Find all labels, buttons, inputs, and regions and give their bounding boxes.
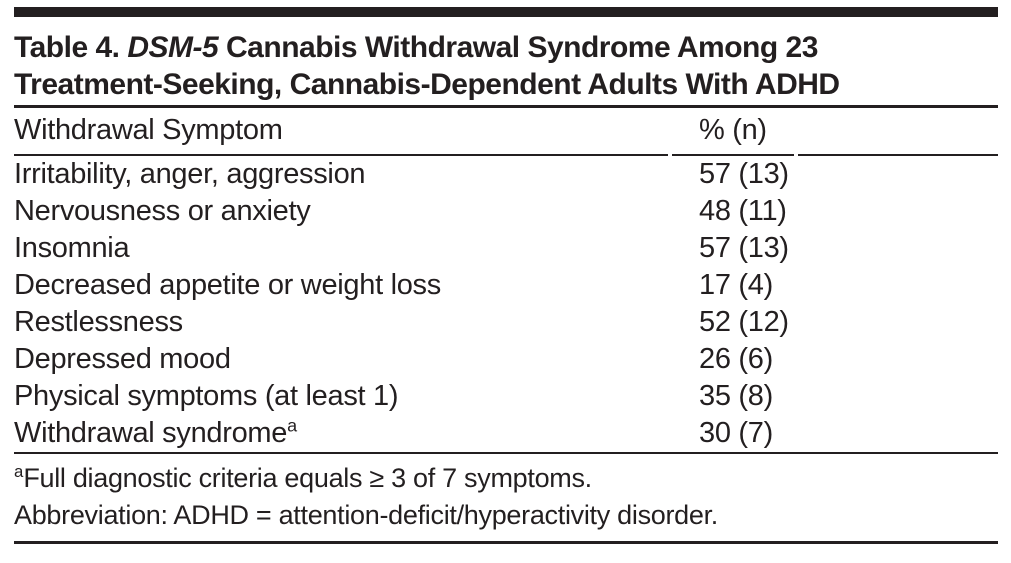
value-cell: 52 (12) xyxy=(699,306,789,338)
table-title-italic-segment: DSM-5 xyxy=(127,31,219,64)
table-row: Decreased appetite or weight loss 17 (4) xyxy=(14,267,998,304)
value-cell: 30 (7) xyxy=(699,417,773,449)
symptom-cell: Decreased appetite or weight loss xyxy=(14,269,441,301)
spacer-cell xyxy=(798,415,998,452)
spacer-cell xyxy=(798,304,998,341)
table-title: Table 4. DSM-5 Cannabis Withdrawal Syndr… xyxy=(14,29,998,103)
value-cell: 57 (13) xyxy=(699,232,789,264)
column-header-spacer xyxy=(798,108,998,156)
footnote-diagnostic-criteria: aFull diagnostic criteria equals ≥ 3 of … xyxy=(14,462,592,493)
footnote-abbreviation: Abbreviation: ADHD = attention-deficit/h… xyxy=(14,500,719,530)
rule-bottom xyxy=(14,541,998,544)
footnote-marker: a xyxy=(287,415,298,436)
table-row: Withdrawal syndromea 30 (7) xyxy=(14,415,998,452)
table-row: Irritability, anger, aggression 57 (13) xyxy=(14,156,998,193)
table-row: Nervousness or anxiety 48 (11) xyxy=(14,193,998,230)
table-title-line2: Treatment-Seeking, Cannabis-Dependent Ad… xyxy=(14,68,840,101)
symptom-cell: Withdrawal syndromea xyxy=(14,415,298,449)
symptom-cell: Physical symptoms (at least 1) xyxy=(14,380,399,412)
symptom-cell: Insomnia xyxy=(14,232,130,264)
symptom-cell: Restlessness xyxy=(14,306,183,338)
value-cell: 57 (13) xyxy=(699,158,789,190)
column-header-value: % (n) xyxy=(672,108,794,156)
table-row: Restlessness 52 (12) xyxy=(14,304,998,341)
table-row: Depressed mood 26 (6) xyxy=(14,341,998,378)
title-top-bar xyxy=(14,7,998,17)
header-row: Withdrawal Symptom % (n) xyxy=(14,108,998,156)
rule-below-table-body xyxy=(14,452,998,454)
spacer-cell xyxy=(798,341,998,378)
value-cell: 48 (11) xyxy=(699,195,787,227)
table-row: Insomnia 57 (13) xyxy=(14,230,998,267)
spacer-cell xyxy=(798,230,998,267)
value-cell: 35 (8) xyxy=(699,380,773,412)
footnote-marker: a xyxy=(14,462,24,481)
value-cell: 17 (4) xyxy=(699,269,773,301)
table-row: Physical symptoms (at least 1) 35 (8) xyxy=(14,378,998,415)
withdrawal-symptom-table: Withdrawal Symptom % (n) Irritability, a… xyxy=(10,108,1002,452)
symptom-cell: Depressed mood xyxy=(14,343,231,375)
table-footnotes: aFull diagnostic criteria equals ≥ 3 of … xyxy=(14,460,998,534)
symptom-cell: Nervousness or anxiety xyxy=(14,195,311,227)
spacer-cell xyxy=(798,193,998,230)
rule-below-title xyxy=(14,105,998,108)
spacer-cell xyxy=(798,156,998,193)
table-number-label: Table 4. xyxy=(14,31,120,64)
symptom-cell: Irritability, anger, aggression xyxy=(14,158,366,190)
spacer-cell xyxy=(798,267,998,304)
spacer-cell xyxy=(798,378,998,415)
value-cell: 26 (6) xyxy=(699,343,773,375)
table-title-line1-rest: Cannabis Withdrawal Syndrome Among 23 xyxy=(226,31,818,64)
column-header-symptom: Withdrawal Symptom xyxy=(14,108,668,156)
